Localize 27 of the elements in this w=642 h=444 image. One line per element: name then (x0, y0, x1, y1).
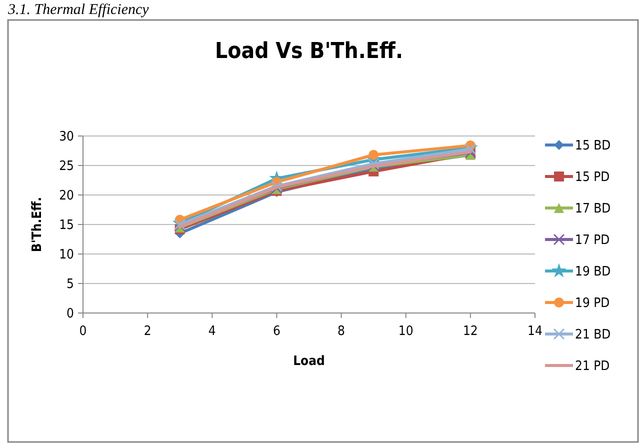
y-tick-label: 10 (59, 248, 74, 263)
y-tick-label: 20 (59, 188, 74, 204)
y-tick-label: 0 (66, 306, 74, 322)
legend-label: 19 PD (575, 296, 610, 312)
legend-label: 21 PD (575, 359, 610, 374)
x-tick-label: 4 (208, 324, 216, 339)
x-tick-label: 0 (79, 324, 87, 339)
y-tick-label: 15 (59, 218, 74, 234)
x-tick-label: 2 (144, 324, 152, 339)
legend-label: 15 PD (575, 170, 610, 186)
legend-label: 15 BD (575, 138, 611, 154)
legend-label: 17 PD (575, 233, 610, 248)
x-tick-label: 14 (528, 324, 542, 339)
y-tick-label: 5 (66, 277, 74, 292)
chart-title: Load Vs B'Th.Eff. (215, 39, 403, 64)
x-tick-label: 12 (462, 324, 478, 339)
y-tick-label: 30 (59, 130, 74, 145)
x-axis-title: Load (293, 354, 325, 369)
y-tick-label: 25 (59, 159, 74, 174)
x-tick-label: 6 (272, 324, 280, 339)
text: 3.1. Thermal Efficiency (7, 2, 150, 18)
x-tick-label: 8 (338, 324, 346, 339)
legend-label: 21 BD (575, 328, 611, 343)
legend-label: 19 BD (575, 264, 611, 280)
legend-label: 17 BD (575, 202, 611, 217)
x-tick-label: 10 (398, 324, 414, 339)
y-axis-title: B'Th.Eff. (30, 196, 45, 252)
